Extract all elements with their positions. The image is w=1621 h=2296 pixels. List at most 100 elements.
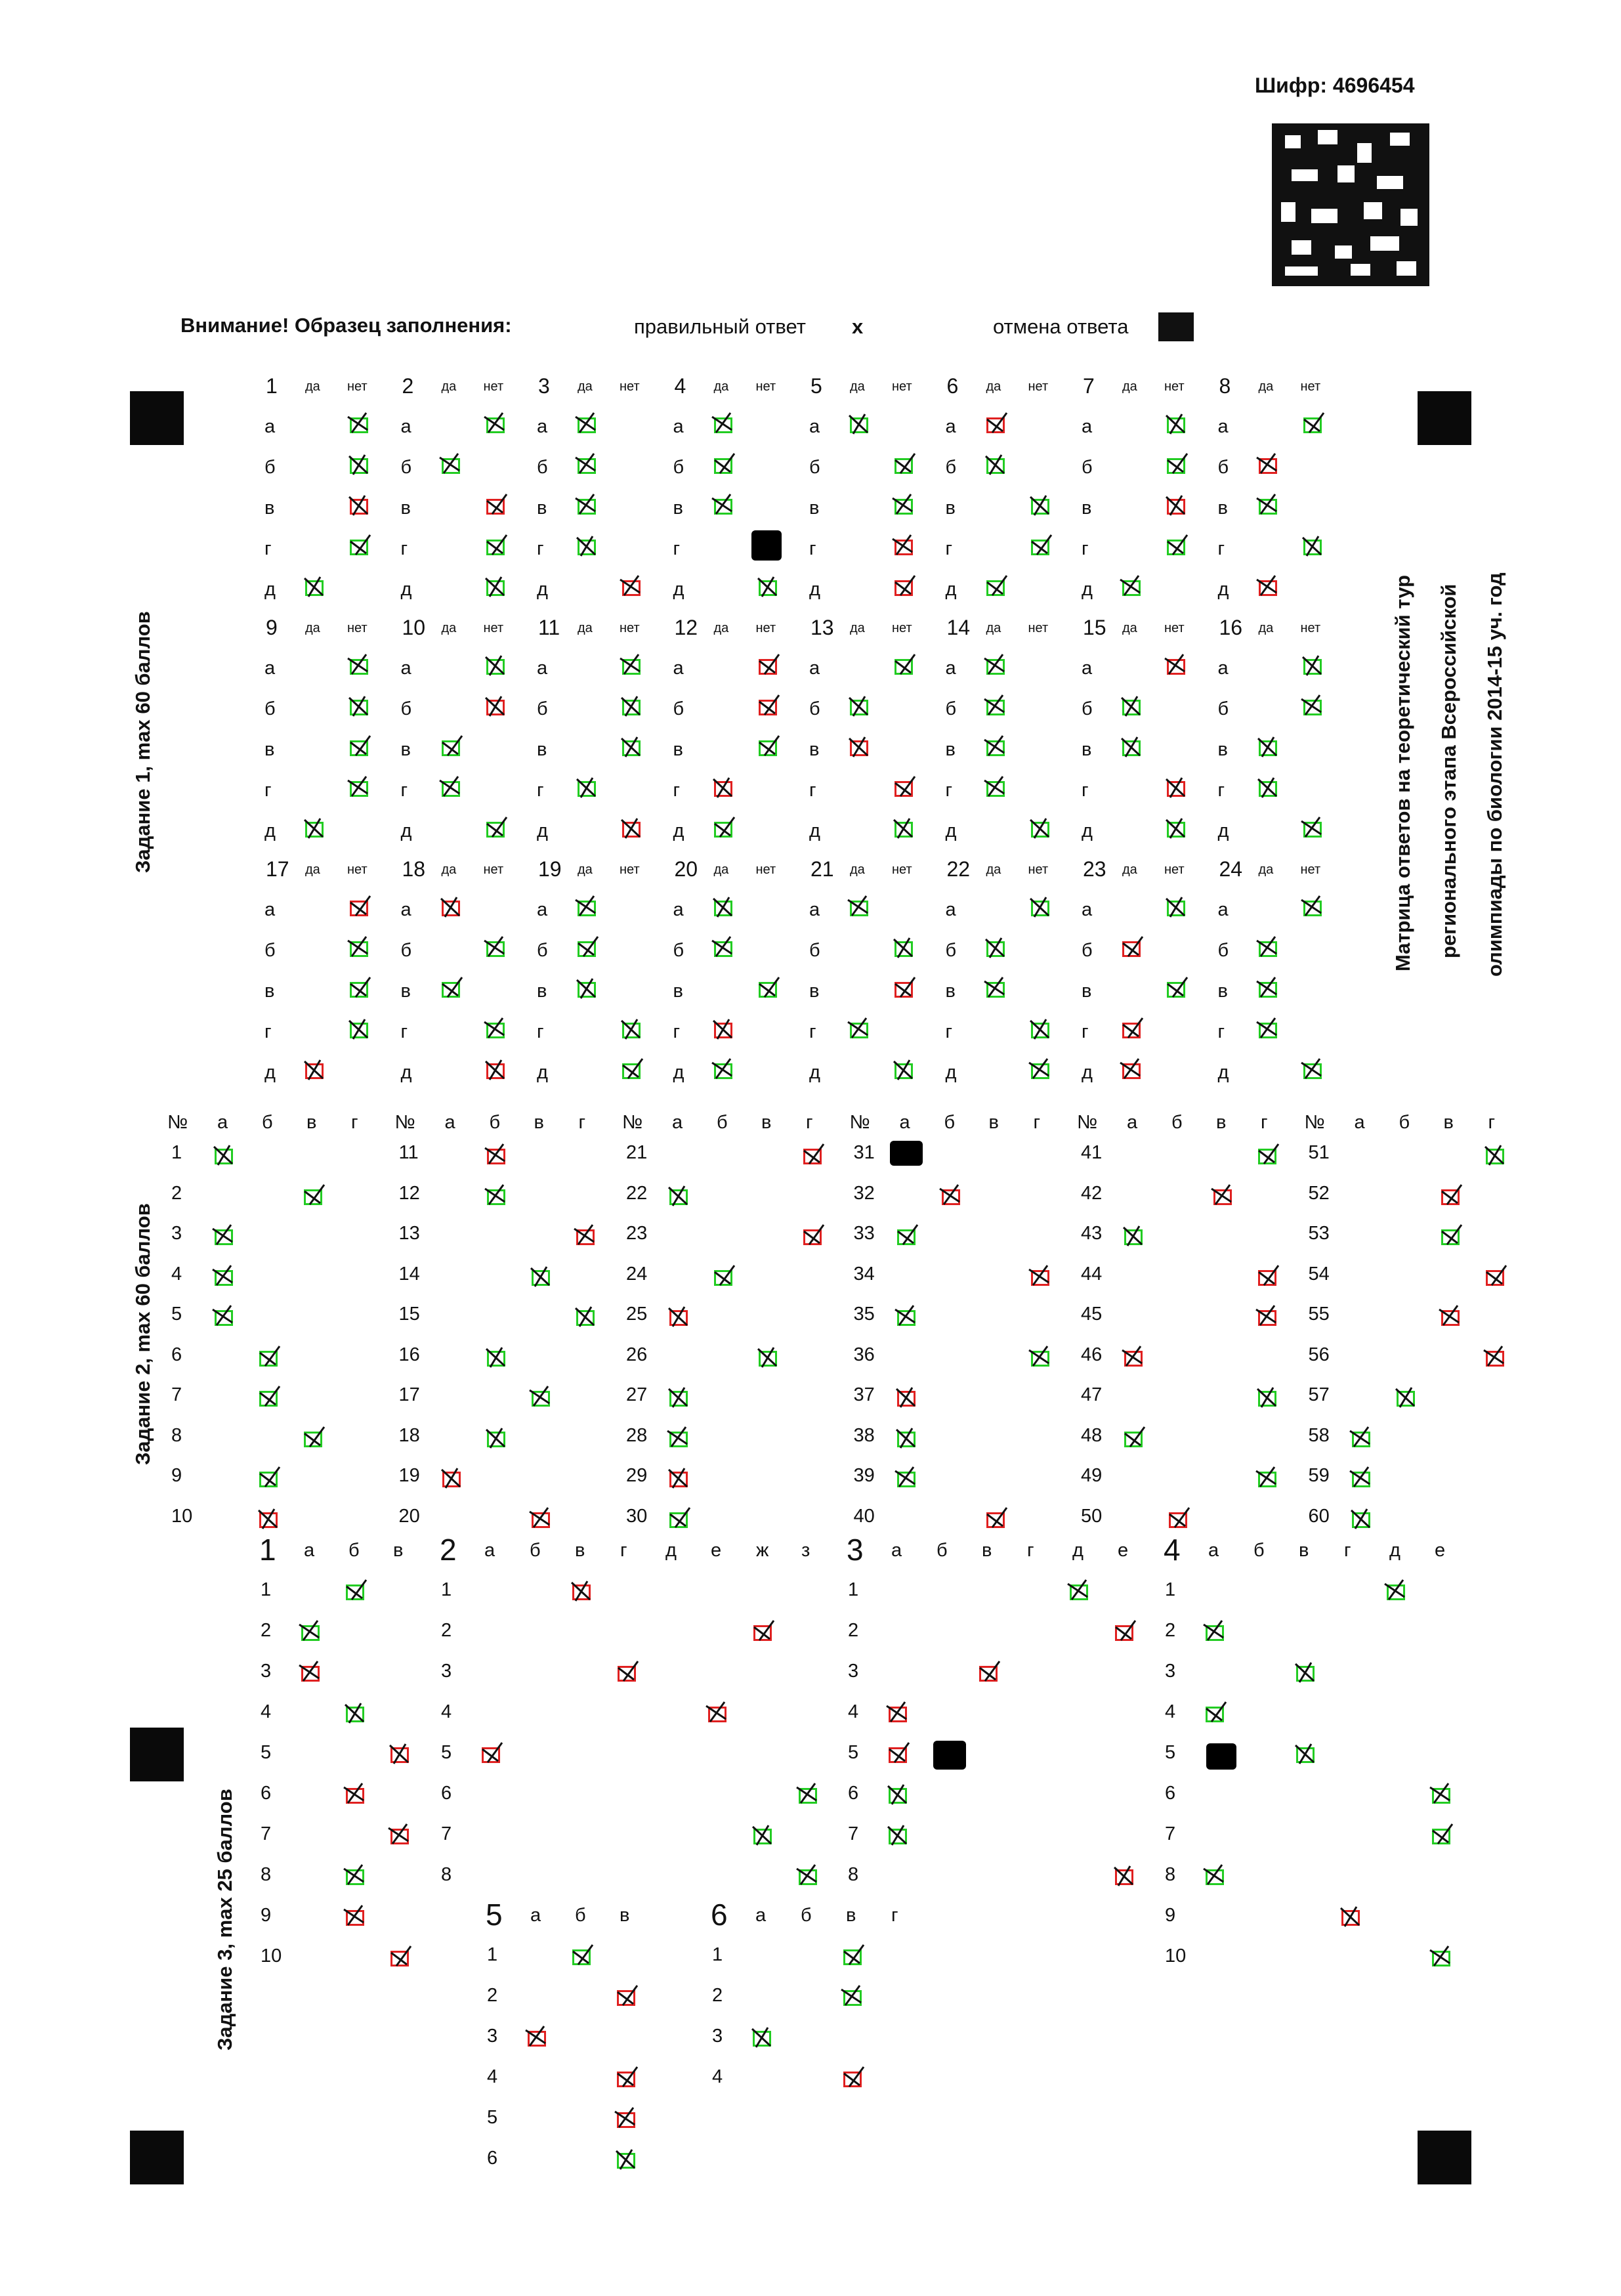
- answer-checkbox[interactable]: [711, 412, 732, 433]
- answer-checkbox[interactable]: [1350, 1508, 1370, 1529]
- answer-checkbox[interactable]: [1122, 1345, 1143, 1367]
- answer-checkbox[interactable]: [484, 1143, 505, 1164]
- answer-checkbox[interactable]: [346, 1579, 368, 1600]
- answer-checkbox[interactable]: [803, 1143, 825, 1164]
- answer-checkbox[interactable]: [257, 1508, 278, 1529]
- answer-checkbox[interactable]: [212, 1264, 233, 1286]
- answer-checkbox[interactable]: [525, 2026, 546, 2047]
- answer-checkbox[interactable]: [1122, 936, 1144, 957]
- answer-checkbox[interactable]: [390, 1945, 412, 1966]
- answer-checkbox[interactable]: [1028, 1058, 1049, 1079]
- answer-checkbox[interactable]: [575, 412, 596, 433]
- answer-checkbox[interactable]: [213, 1145, 234, 1166]
- answer-checkbox[interactable]: [343, 1864, 364, 1885]
- answer-checkbox[interactable]: [983, 654, 1005, 675]
- answer-checkbox[interactable]: [259, 1345, 281, 1367]
- answer-checkbox[interactable]: [895, 1387, 916, 1408]
- answer-checkbox[interactable]: [895, 654, 916, 675]
- answer-checkbox[interactable]: [1257, 736, 1277, 757]
- answer-checkbox[interactable]: [348, 696, 369, 717]
- answer-checkbox[interactable]: [1349, 1426, 1370, 1447]
- answer-checkbox[interactable]: [438, 453, 460, 474]
- answer-checkbox[interactable]: [1165, 414, 1186, 435]
- answer-checkbox[interactable]: [303, 1059, 324, 1080]
- answer-checkbox[interactable]: [892, 494, 913, 515]
- answer-checkbox[interactable]: [1255, 1017, 1277, 1038]
- answer-checkbox[interactable]: [1256, 1387, 1277, 1408]
- answer-checkbox[interactable]: [1167, 453, 1189, 474]
- answer-checkbox[interactable]: [893, 1059, 914, 1080]
- answer-checkbox[interactable]: [984, 937, 1005, 958]
- answer-checkbox[interactable]: [576, 536, 597, 557]
- answer-checkbox[interactable]: [303, 818, 324, 839]
- answer-checkbox[interactable]: [576, 777, 597, 798]
- answer-checkbox[interactable]: [714, 1264, 736, 1286]
- answer-checkbox[interactable]: [572, 1944, 594, 1965]
- answer-checkbox[interactable]: [887, 1825, 908, 1846]
- answer-checkbox[interactable]: [441, 977, 463, 998]
- answer-checkbox[interactable]: [484, 1183, 505, 1205]
- answer-checkbox[interactable]: [1115, 1620, 1137, 1641]
- answer-checkbox[interactable]: [1257, 777, 1277, 798]
- answer-checkbox[interactable]: [1255, 977, 1277, 998]
- answer-checkbox[interactable]: [667, 1426, 688, 1447]
- answer-checkbox[interactable]: [751, 2027, 772, 2048]
- answer-checkbox[interactable]: [441, 735, 463, 756]
- answer-checkbox[interactable]: [1255, 1466, 1276, 1487]
- answer-checkbox[interactable]: [758, 654, 780, 675]
- answer-checkbox[interactable]: [1485, 1264, 1507, 1286]
- answer-checkbox[interactable]: [1255, 494, 1277, 515]
- answer-checkbox[interactable]: [484, 655, 505, 676]
- answer-checkbox[interactable]: [1255, 1305, 1276, 1326]
- answer-checkbox[interactable]: [483, 1017, 505, 1038]
- answer-checkbox[interactable]: [484, 696, 505, 717]
- answer-checkbox[interactable]: [1164, 654, 1185, 675]
- answer-checkbox[interactable]: [614, 2107, 635, 2128]
- answer-checkbox[interactable]: [348, 495, 369, 516]
- answer-checkbox[interactable]: [843, 2066, 865, 2087]
- answer-checkbox[interactable]: [575, 895, 596, 916]
- answer-checkbox[interactable]: [1484, 1145, 1504, 1166]
- answer-checkbox[interactable]: [617, 1985, 639, 2006]
- answer-checkbox[interactable]: [1028, 1345, 1049, 1367]
- answer-checkbox[interactable]: [753, 1620, 775, 1641]
- answer-checkbox[interactable]: [617, 2066, 639, 2087]
- answer-checkbox[interactable]: [892, 534, 913, 555]
- answer-checkbox[interactable]: [350, 977, 371, 998]
- answer-checkbox[interactable]: [887, 1784, 908, 1805]
- answer-checkbox[interactable]: [347, 654, 368, 675]
- answer-checkbox[interactable]: [486, 494, 507, 515]
- answer-checkbox[interactable]: [620, 696, 641, 717]
- answer-checkbox[interactable]: [618, 1661, 639, 1682]
- answer-checkbox[interactable]: [895, 1427, 916, 1449]
- answer-checkbox[interactable]: [796, 1783, 817, 1804]
- answer-checkbox[interactable]: [388, 1823, 409, 1844]
- answer-checkbox[interactable]: [485, 1427, 505, 1449]
- answer-checkbox[interactable]: [528, 1506, 550, 1528]
- answer-checkbox[interactable]: [350, 895, 371, 916]
- answer-checkbox[interactable]: [667, 1185, 688, 1206]
- answer-checkbox[interactable]: [669, 1506, 691, 1528]
- answer-checkbox[interactable]: [440, 897, 460, 918]
- answer-checkbox[interactable]: [1429, 1945, 1450, 1966]
- answer-checkbox[interactable]: [530, 1265, 550, 1287]
- answer-checkbox[interactable]: [1122, 1017, 1144, 1038]
- answer-checkbox[interactable]: [576, 978, 597, 999]
- answer-checkbox[interactable]: [575, 494, 596, 515]
- answer-checkbox[interactable]: [1029, 495, 1049, 516]
- answer-checkbox[interactable]: [575, 453, 596, 474]
- answer-checkbox[interactable]: [757, 1346, 778, 1368]
- answer-checkbox[interactable]: [1300, 895, 1322, 916]
- answer-checkbox[interactable]: [848, 736, 869, 757]
- answer-checkbox[interactable]: [667, 1306, 688, 1327]
- answer-checkbox[interactable]: [983, 694, 1005, 715]
- answer-checkbox[interactable]: [486, 817, 507, 838]
- answer-checkbox[interactable]: [299, 1661, 320, 1682]
- answer-checkbox[interactable]: [895, 977, 916, 998]
- answer-checkbox[interactable]: [757, 576, 777, 597]
- answer-checkbox[interactable]: [896, 1224, 918, 1245]
- answer-checkbox[interactable]: [1167, 977, 1189, 998]
- answer-checkbox[interactable]: [528, 1386, 550, 1407]
- answer-checkbox[interactable]: [1030, 534, 1052, 555]
- answer-checkbox[interactable]: [1029, 818, 1049, 839]
